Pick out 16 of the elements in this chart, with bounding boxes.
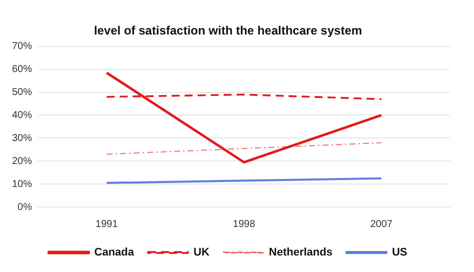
y-tick-label: 0% (18, 202, 32, 213)
x-tick-label: 1991 (96, 218, 118, 230)
y-tick-label: 20% (12, 156, 32, 167)
legend-label: Canada (94, 246, 135, 259)
y-tick-label: 30% (12, 132, 32, 144)
y-tick-label: 70% (12, 41, 32, 52)
x-tick-label: 2007 (370, 218, 393, 230)
legend-label: UK (193, 246, 210, 259)
y-tick-label: 10% (12, 178, 32, 190)
y-tick-label: 60% (12, 64, 32, 76)
chart-title: level of satisfaction with the healthcare system (94, 24, 362, 38)
y-tick-label: 40% (12, 110, 32, 121)
legend-label: Netherlands (268, 246, 332, 259)
x-tick-label: 1998 (232, 218, 256, 230)
y-tick-label: 50% (12, 87, 32, 98)
legend-label: US (392, 246, 408, 259)
